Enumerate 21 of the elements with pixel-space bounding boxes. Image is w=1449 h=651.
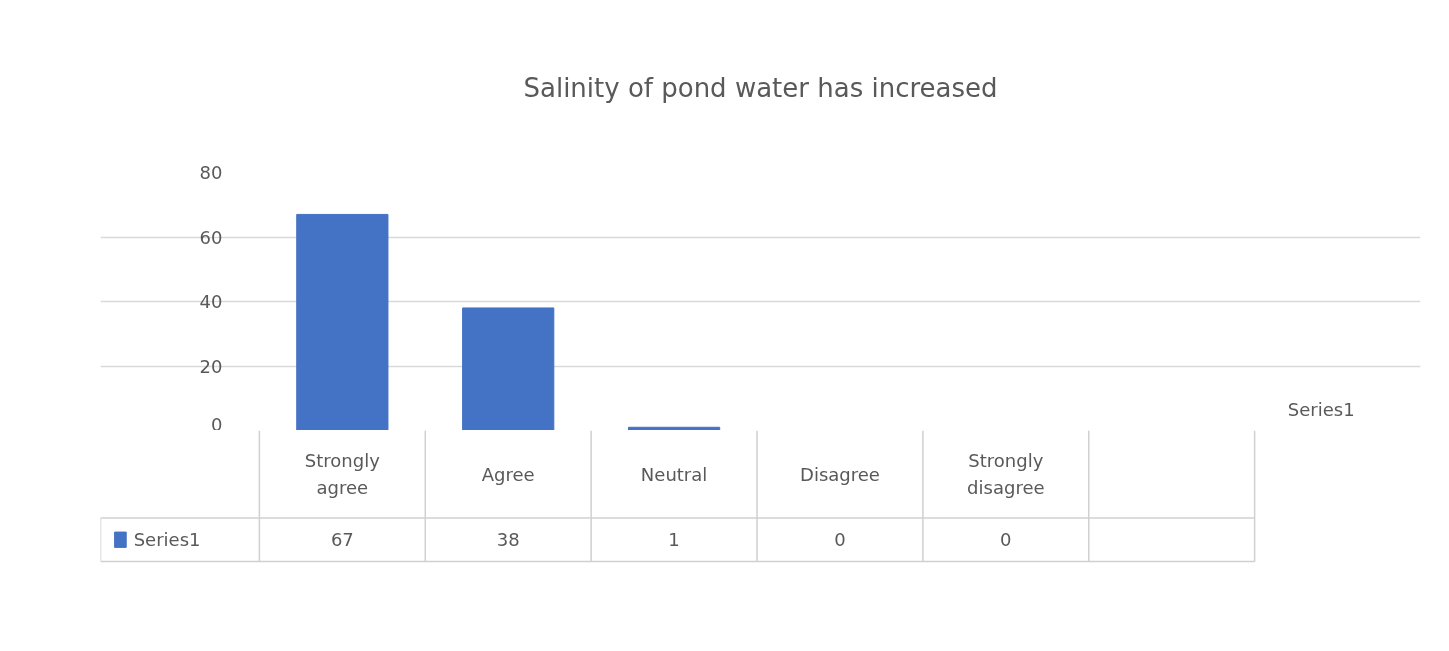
y-tick-label: 0 — [211, 413, 223, 435]
data-label: 0 — [834, 529, 846, 551]
bar — [627, 426, 721, 430]
y-tick-label: 40 — [199, 291, 223, 312]
x-tick-label: Strongly agree — [304, 450, 381, 499]
x-tick-label: Strongly disagree — [967, 450, 1045, 499]
y-tick-label: 60 — [199, 226, 223, 248]
bar — [462, 307, 555, 430]
y-tick-label: 20 — [199, 355, 223, 377]
chart-title: Salinity of pond water has increased — [523, 72, 998, 103]
bar — [296, 213, 389, 430]
x-tick-label: Agree — [481, 463, 535, 485]
legend-label: Series1 — [133, 529, 201, 551]
data-label: 67 — [330, 529, 354, 551]
data-label: 1 — [668, 529, 680, 551]
x-tick-label: Neutral — [640, 463, 708, 485]
data-label: 0 — [1000, 529, 1012, 551]
data-label: 38 — [496, 529, 520, 551]
x-tick-label: Disagree — [800, 463, 880, 485]
y-tick-label: 80 — [199, 162, 223, 183]
text: Series1 — [1287, 399, 1355, 421]
